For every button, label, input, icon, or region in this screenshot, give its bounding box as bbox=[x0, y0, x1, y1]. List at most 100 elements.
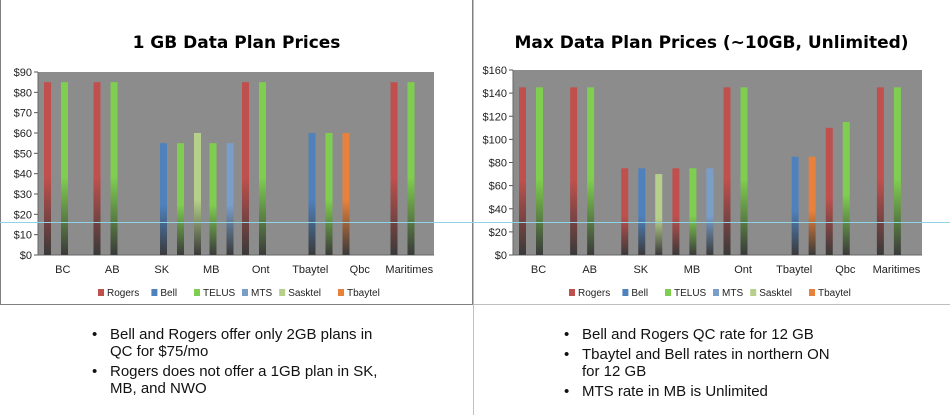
bar-rogers bbox=[570, 87, 578, 255]
bar-telus bbox=[407, 82, 415, 256]
y-tick-label: $40 bbox=[489, 204, 507, 216]
chart-title: 1 GB Data Plan Prices bbox=[132, 33, 341, 53]
legend-label: TELUS bbox=[674, 288, 707, 299]
y-tick-label: $0 bbox=[495, 250, 507, 262]
y-tick-label: $60 bbox=[489, 181, 507, 193]
chart-title: Max Data Plan Prices (~10GB, Unlimited) bbox=[514, 33, 909, 53]
bar-tbaytel bbox=[342, 133, 350, 255]
y-tick-label: $20 bbox=[14, 209, 32, 221]
x-tick-label: Maritimes bbox=[385, 264, 433, 276]
bar-rogers bbox=[876, 87, 884, 255]
x-tick-label: SK bbox=[154, 264, 169, 276]
legend-label: Bell bbox=[631, 288, 648, 299]
bar-bell bbox=[308, 133, 316, 255]
bar-rogers bbox=[621, 168, 629, 255]
bar-telus bbox=[110, 82, 118, 256]
y-tick-label: $10 bbox=[14, 230, 32, 242]
y-tick-label: $20 bbox=[489, 227, 507, 239]
y-tick-label: $30 bbox=[14, 189, 32, 201]
bar-mts bbox=[226, 143, 234, 255]
note-item: Bell and Rogers QC rate for 12 GB bbox=[564, 326, 844, 343]
bar-chart-1gb: $0 $10 $20 $30 $40 $50 $60 $70 $80 $90 BC AB SK MB Ont… bbox=[14, 67, 434, 299]
legend-swatch bbox=[279, 289, 286, 296]
x-tick-label: Tbaytel bbox=[292, 264, 328, 276]
bar-bell bbox=[638, 168, 646, 255]
bar-telus bbox=[587, 87, 595, 255]
bar-telus bbox=[842, 122, 850, 255]
x-tick-label: Qbc bbox=[835, 264, 856, 276]
bar-bell bbox=[160, 143, 167, 255]
x-tick-label: Tbaytel bbox=[776, 264, 812, 276]
legend-label: Bell bbox=[160, 288, 177, 299]
note-item: Bell and Rogers offer only 2GB plans in … bbox=[92, 326, 392, 360]
bar-telus bbox=[536, 87, 543, 255]
legend-swatch bbox=[242, 289, 248, 296]
y-tick-label: $70 bbox=[14, 108, 32, 120]
legend-swatch bbox=[151, 289, 158, 296]
x-tick-label: AB bbox=[582, 264, 597, 276]
note-item: Rogers does not offer a 1GB plan in SK, … bbox=[92, 363, 392, 397]
x-tick-label: SK bbox=[633, 264, 648, 276]
bar-rogers bbox=[242, 82, 249, 256]
chart-panel-1gb: 1 GB Data Plan Prices $0 $10 $20 $30 $40 $50 $… bbox=[0, 0, 473, 305]
bar-mts bbox=[706, 168, 714, 255]
y-tick-label: $0 bbox=[20, 250, 32, 262]
bar-telus bbox=[259, 82, 266, 256]
legend-label: Tbaytel bbox=[347, 288, 380, 299]
y-tick-label: $120 bbox=[483, 111, 507, 123]
bar-sasktel bbox=[194, 133, 201, 255]
bar-telus bbox=[177, 143, 184, 255]
bar-bell bbox=[791, 156, 799, 255]
legend-label: Sasktel bbox=[288, 288, 321, 299]
chart-panel-max: Max Data Plan Prices (~10GB, Unlimited) … bbox=[473, 0, 950, 305]
notes-left: Bell and Rogers offer only 2GB plans in … bbox=[92, 326, 392, 400]
legend-label: TELUS bbox=[203, 288, 236, 299]
bar-telus bbox=[325, 133, 333, 255]
legend-label: MTS bbox=[251, 288, 272, 299]
y-tick-label: $40 bbox=[14, 169, 32, 181]
x-tick-label: Ont bbox=[252, 264, 270, 276]
x-tick-label: BC bbox=[531, 264, 546, 276]
y-tick-label: $160 bbox=[483, 65, 507, 77]
plot-background bbox=[38, 72, 434, 255]
note-item: Tbaytel and Bell rates in northern ON fo… bbox=[564, 346, 844, 380]
bar-rogers bbox=[44, 82, 51, 256]
bar-rogers bbox=[390, 82, 398, 256]
note-item: MTS rate in MB is Unlimited bbox=[564, 383, 844, 400]
legend-label: Tbaytel bbox=[818, 288, 851, 299]
legend-swatch bbox=[194, 289, 200, 296]
bar-telus bbox=[893, 87, 901, 255]
legend-label: Rogers bbox=[107, 288, 139, 299]
x-tick-label: Maritimes bbox=[873, 264, 921, 276]
bar-telus bbox=[61, 82, 68, 256]
x-tick-label: BC bbox=[55, 264, 70, 276]
bar-telus bbox=[689, 168, 697, 255]
legend-swatch bbox=[713, 289, 719, 296]
legend-swatch bbox=[338, 289, 344, 296]
legend-label: MTS bbox=[722, 288, 743, 299]
bar-telus bbox=[209, 143, 217, 255]
legend-swatch bbox=[569, 289, 575, 296]
bar-rogers bbox=[825, 127, 833, 255]
guide-line-horizontal bbox=[0, 222, 950, 223]
bar-telus bbox=[740, 87, 748, 255]
legend-label: Rogers bbox=[578, 288, 610, 299]
x-tick-label: Qbc bbox=[350, 264, 371, 276]
bar-chart-max: $0 $20 $40 $60 $80 $100 $120 $140 $160 BC AB SK MB On… bbox=[483, 65, 922, 299]
legend-label: Sasktel bbox=[759, 288, 792, 299]
bar-rogers bbox=[93, 82, 101, 256]
y-tick-label: $50 bbox=[14, 148, 32, 160]
guide-line-vertical bbox=[473, 0, 474, 415]
notes-right: Bell and Rogers QC rate for 12 GB Tbayte… bbox=[564, 326, 844, 403]
legend-swatch bbox=[665, 289, 671, 296]
x-tick-label: MB bbox=[684, 264, 701, 276]
x-tick-label: Ont bbox=[734, 264, 752, 276]
y-tick-label: $100 bbox=[483, 134, 507, 146]
legend-swatch bbox=[622, 289, 629, 296]
legend-swatch bbox=[750, 289, 757, 296]
bar-rogers bbox=[723, 87, 731, 255]
legend-swatch bbox=[98, 289, 104, 296]
y-tick-label: $60 bbox=[14, 128, 32, 140]
legend-swatch bbox=[809, 289, 815, 296]
bar-rogers bbox=[672, 168, 680, 255]
